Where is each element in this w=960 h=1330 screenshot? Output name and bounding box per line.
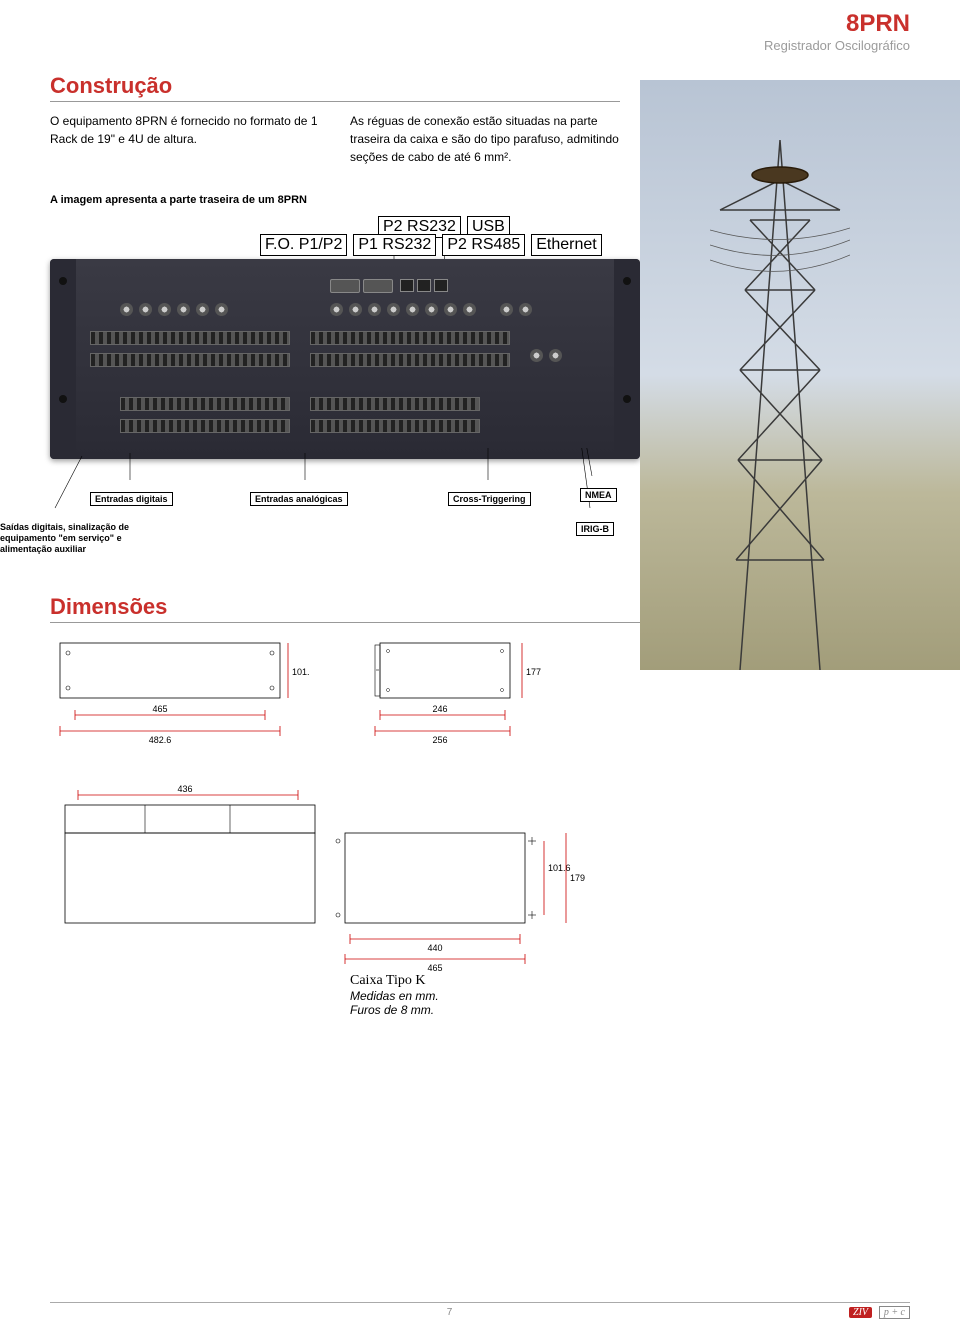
dim-w1: 465: [152, 704, 167, 714]
section-title-construcao: Construção: [50, 73, 620, 102]
caixa-line1: Medidas en mm.: [350, 989, 910, 1003]
doc-header: 8PRN Registrador Oscilográfico: [50, 10, 910, 53]
label-p1rs232: P1 RS232: [353, 234, 436, 256]
label-p2rs485: P2 RS485: [442, 234, 525, 256]
page-footer: 7 ZIV p + c: [50, 1302, 910, 1318]
dim-d1: 246: [432, 704, 447, 714]
bottom-callouts: Entradas digitais Entradas analógicas Cr…: [50, 464, 690, 544]
dim-iso-w2: 465: [427, 963, 442, 973]
plate-view: 436 101.6 179: [50, 783, 910, 973]
dim-depth-h: 177: [526, 667, 541, 677]
construcao-body: O equipamento 8PRN é fornecido no format…: [50, 112, 620, 166]
label-entradas-digitais: Entradas digitais: [90, 492, 173, 506]
caixa-tipo-k: Caixa Tipo K Medidas en mm. Furos de 8 m…: [350, 973, 910, 1017]
label-entradas-analogicas: Entradas analógicas: [250, 492, 348, 506]
product-subtitle: Registrador Oscilográfico: [50, 38, 910, 53]
label-nmea: NMEA: [580, 488, 617, 502]
label-saidas: Saídas digitais, sinalização de equipame…: [0, 522, 170, 554]
construcao-col1: O equipamento 8PRN é fornecido no format…: [50, 112, 320, 166]
dim-iso-wtop: 436: [177, 784, 192, 794]
label-cross-triggering: Cross-Triggering: [448, 492, 531, 506]
caixa-title: Caixa Tipo K: [350, 973, 910, 989]
product-code: 8PRN: [50, 10, 910, 38]
dim-iso-h1: 101.6: [548, 863, 571, 873]
dim-iso-w1: 440: [427, 943, 442, 953]
pylon-icon: [710, 140, 850, 670]
dim-front-h: 101.6: [292, 667, 310, 677]
dim-d2: 256: [432, 735, 447, 745]
caixa-line2: Furos de 8 mm.: [350, 1003, 910, 1017]
brand-pc: p + c: [879, 1306, 910, 1319]
dim-iso-h2: 179: [570, 873, 585, 883]
front-view: 101.6 465 482.6: [50, 633, 310, 753]
label-irigb: IRIG-B: [576, 522, 614, 536]
brand-logo: ZIV: [849, 1307, 872, 1318]
page-number: 7: [447, 1307, 453, 1318]
device-diagram: P2 RS232 USB F.O. P1/P2 P1 RS232 P2 RS48…: [50, 216, 690, 544]
dim-w2: 482.6: [149, 735, 172, 745]
label-fop1p2: F.O. P1/P2: [260, 234, 347, 256]
label-ethernet: Ethernet: [531, 234, 601, 256]
side-photo: [640, 80, 960, 670]
construcao-col2: As réguas de conexão estão situadas na p…: [350, 112, 620, 166]
device-rear-image: [50, 259, 640, 459]
side-view: 177 246 256: [370, 633, 590, 753]
